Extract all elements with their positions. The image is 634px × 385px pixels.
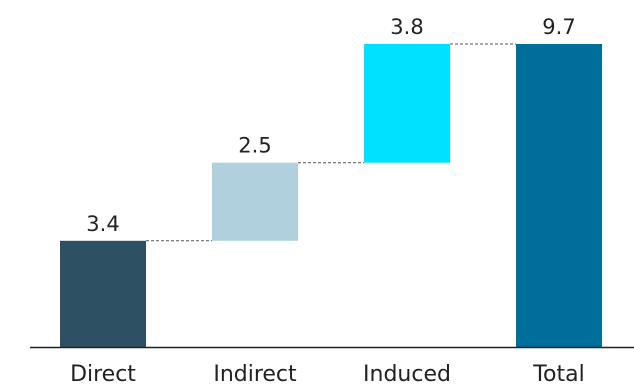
- category-label-indirect: Indirect: [213, 362, 297, 385]
- bar-indirect: [212, 162, 298, 241]
- bar-total: [516, 44, 602, 347]
- bar-induced: [364, 44, 450, 163]
- value-label-induced: 3.8: [390, 15, 423, 39]
- value-label-total: 9.7: [542, 15, 575, 39]
- category-label-direct: Direct: [70, 362, 136, 385]
- category-label-total: Total: [532, 362, 584, 385]
- category-label-induced: Induced: [363, 362, 451, 385]
- bar-direct: [60, 240, 146, 347]
- value-label-direct: 3.4: [86, 212, 119, 236]
- value-label-indirect: 2.5: [238, 134, 271, 158]
